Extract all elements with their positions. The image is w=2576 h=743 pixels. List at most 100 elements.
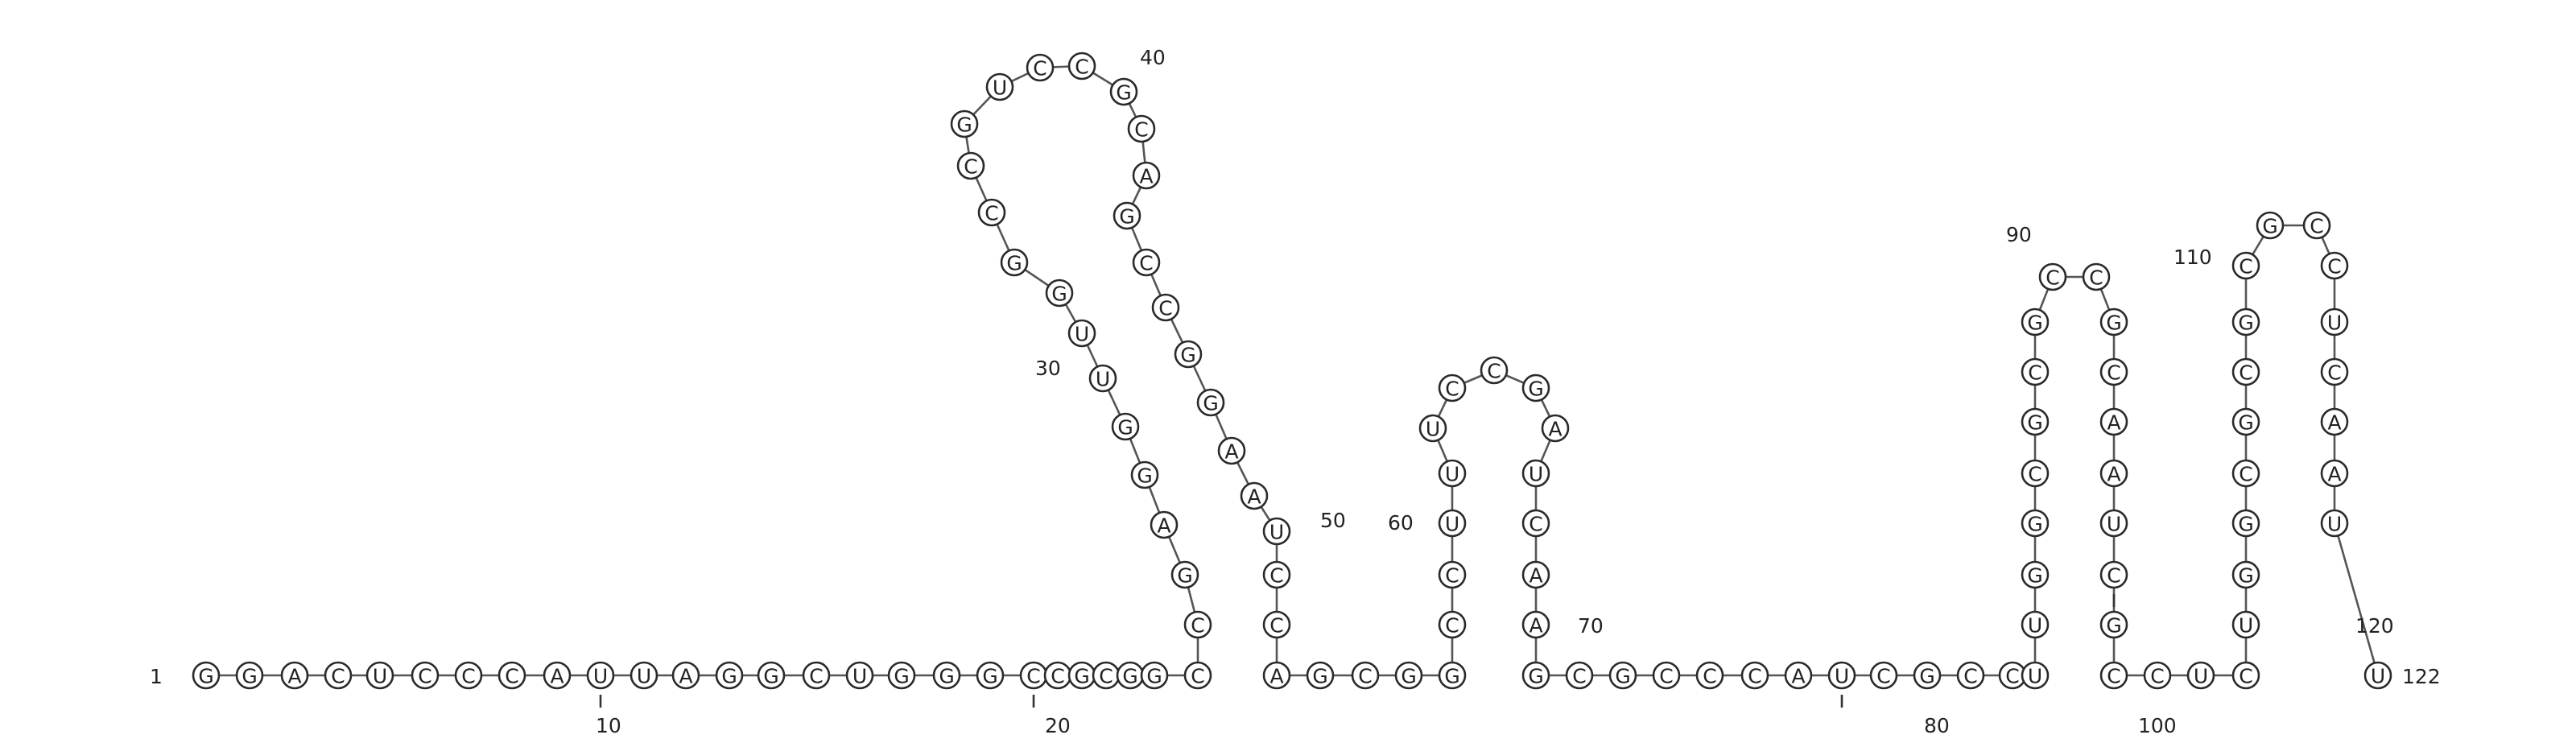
nucleotide-40: C: [1026, 53, 1055, 82]
nucleotide-circle: [1026, 53, 1055, 82]
nucleotide-letter: C: [2327, 361, 2341, 385]
nucleotide-circle: [2099, 560, 2128, 589]
nucleotide-letter: C: [2239, 255, 2252, 279]
nucleotide-30: G: [1130, 460, 1159, 489]
nucleotide-121: U: [2320, 509, 2349, 538]
nucleotide-letter: G: [1146, 665, 1162, 688]
nucleotide-105: C: [2231, 661, 2260, 690]
nucleotide-letter: G: [1919, 665, 1934, 688]
nucleotide-54: C: [1262, 610, 1291, 639]
nucleotide-53: C: [1262, 560, 1291, 589]
nucleotide-circle: [2363, 661, 2392, 690]
nucleotide-circle: [1196, 388, 1225, 417]
nucleotide-122: U: [2363, 661, 2392, 690]
nucleotide-circle: [1480, 356, 1509, 385]
nucleotide-letter: G: [2238, 312, 2253, 335]
nucleotide-52: U: [1262, 517, 1291, 546]
nucleotide-circle: [2082, 262, 2111, 291]
nucleotide-55: A: [1262, 661, 1291, 690]
nucleotide-letter: C: [505, 665, 518, 688]
nucleotide-119: A: [2320, 407, 2349, 436]
nucleotide-circle: [1438, 661, 1467, 690]
nucleotide-letter: C: [1445, 564, 1459, 588]
nucleotide-circle: [1784, 661, 1813, 690]
nucleotide-letter: C: [1099, 665, 1113, 688]
nucleotide-letter: C: [1269, 564, 1283, 588]
nucleotide-59: G: [1438, 661, 1467, 690]
nucleotide-letter: U: [1445, 513, 1459, 536]
nucleotide-letter: A: [2107, 463, 2120, 486]
nucleotide-letter: U: [2327, 312, 2342, 335]
nucleotide-63: U: [1438, 459, 1467, 488]
nucleotide-8: C: [497, 661, 526, 690]
nucleotide-letter: G: [1051, 283, 1067, 306]
nucleotide-107: G: [2231, 560, 2260, 589]
nucleotide-4: C: [324, 661, 353, 690]
nucleotide-letter: C: [1659, 665, 1673, 688]
nucleotide-letter: C: [1529, 513, 1542, 536]
nucleotide-37: C: [956, 151, 985, 180]
nucleotide-letter: C: [1134, 118, 1148, 142]
nucleotide-120: A: [2320, 459, 2349, 488]
nucleotide-circle: [1521, 661, 1550, 690]
nucleotide-41: C: [1067, 52, 1096, 80]
nucleotide-45: G: [1113, 201, 1141, 230]
nucleotide-letter: C: [1191, 665, 1204, 688]
nucleotide-circle: [586, 661, 615, 690]
nucleotide-11: U: [630, 661, 658, 690]
nucleotide-letter: C: [461, 665, 475, 688]
nucleotide-3: A: [280, 661, 309, 690]
nucleotide-letter: C: [985, 202, 998, 225]
nucleotide-circle: [2231, 610, 2260, 639]
nucleotide-letter: A: [1529, 564, 1542, 588]
nucleotide-circle: [1000, 248, 1029, 277]
nucleotide-circle: [1565, 661, 1594, 690]
nucleotide-69: U: [1521, 459, 1550, 488]
nucleotide-circle: [671, 661, 700, 690]
nucleotide-68: A: [1541, 414, 1570, 443]
nucleotide-29: A: [1150, 510, 1179, 539]
nucleotide-31: G: [1111, 412, 1140, 441]
nucleotide-circle: [1438, 374, 1467, 402]
nucleotide-circle: [956, 151, 985, 180]
nucleotide-86: U: [2021, 610, 2050, 639]
nucleotide-94: C: [2082, 262, 2111, 291]
nucleotide-26: C: [1183, 661, 1212, 690]
label-120: 120: [2355, 614, 2394, 638]
nucleotide-97: A: [2099, 407, 2128, 436]
nucleotide-letter: G: [1116, 81, 1131, 105]
nucleotide-114: G: [2256, 211, 2285, 240]
nucleotide-6: C: [411, 661, 440, 690]
nucleotide-letter: C: [2107, 361, 2120, 385]
nucleotide-letter: A: [1139, 165, 1153, 188]
nucleotide-70: C: [1521, 509, 1550, 538]
nucleotide-letter: C: [1703, 665, 1716, 688]
nucleotide-letter: G: [1074, 665, 1089, 688]
nucleotide-circle: [235, 661, 264, 690]
nucleotide-letter: U: [593, 665, 608, 688]
nucleotide-letter: C: [2028, 463, 2041, 486]
nucleotide-letter: G: [1615, 665, 1630, 688]
nucleotide-57: C: [1351, 661, 1380, 690]
backbone-segment: [2333, 522, 2380, 676]
nucleotide-letter: G: [982, 665, 997, 688]
nucleotide-circle: [1140, 661, 1169, 690]
nucleotide-circle: [1217, 436, 1246, 465]
nucleotide-108: G: [2231, 509, 2260, 538]
nucleotide-letter: G: [2262, 215, 2277, 238]
nucleotide-letter: G: [1137, 464, 1152, 488]
nucleotide-89: C: [2021, 459, 2050, 488]
nucleotide-letter: C: [2239, 665, 2252, 688]
nucleotide-32: U: [1088, 364, 1117, 393]
nucleotide-letter: C: [2089, 266, 2103, 290]
nucleotide-82: G: [1913, 661, 1942, 690]
nucleotide-circle: [2231, 357, 2260, 386]
nucleotide-112: G: [2231, 308, 2260, 336]
nucleotide-letter: G: [1119, 205, 1134, 229]
nucleotide-60: C: [1438, 610, 1467, 639]
nucleotide-letter: C: [2150, 665, 2164, 688]
nucleotide-111: C: [2231, 357, 2260, 386]
nucleotide-46: C: [1132, 248, 1161, 277]
nucleotide-71: A: [1521, 560, 1550, 589]
nucleotide-circle: [1150, 510, 1179, 539]
